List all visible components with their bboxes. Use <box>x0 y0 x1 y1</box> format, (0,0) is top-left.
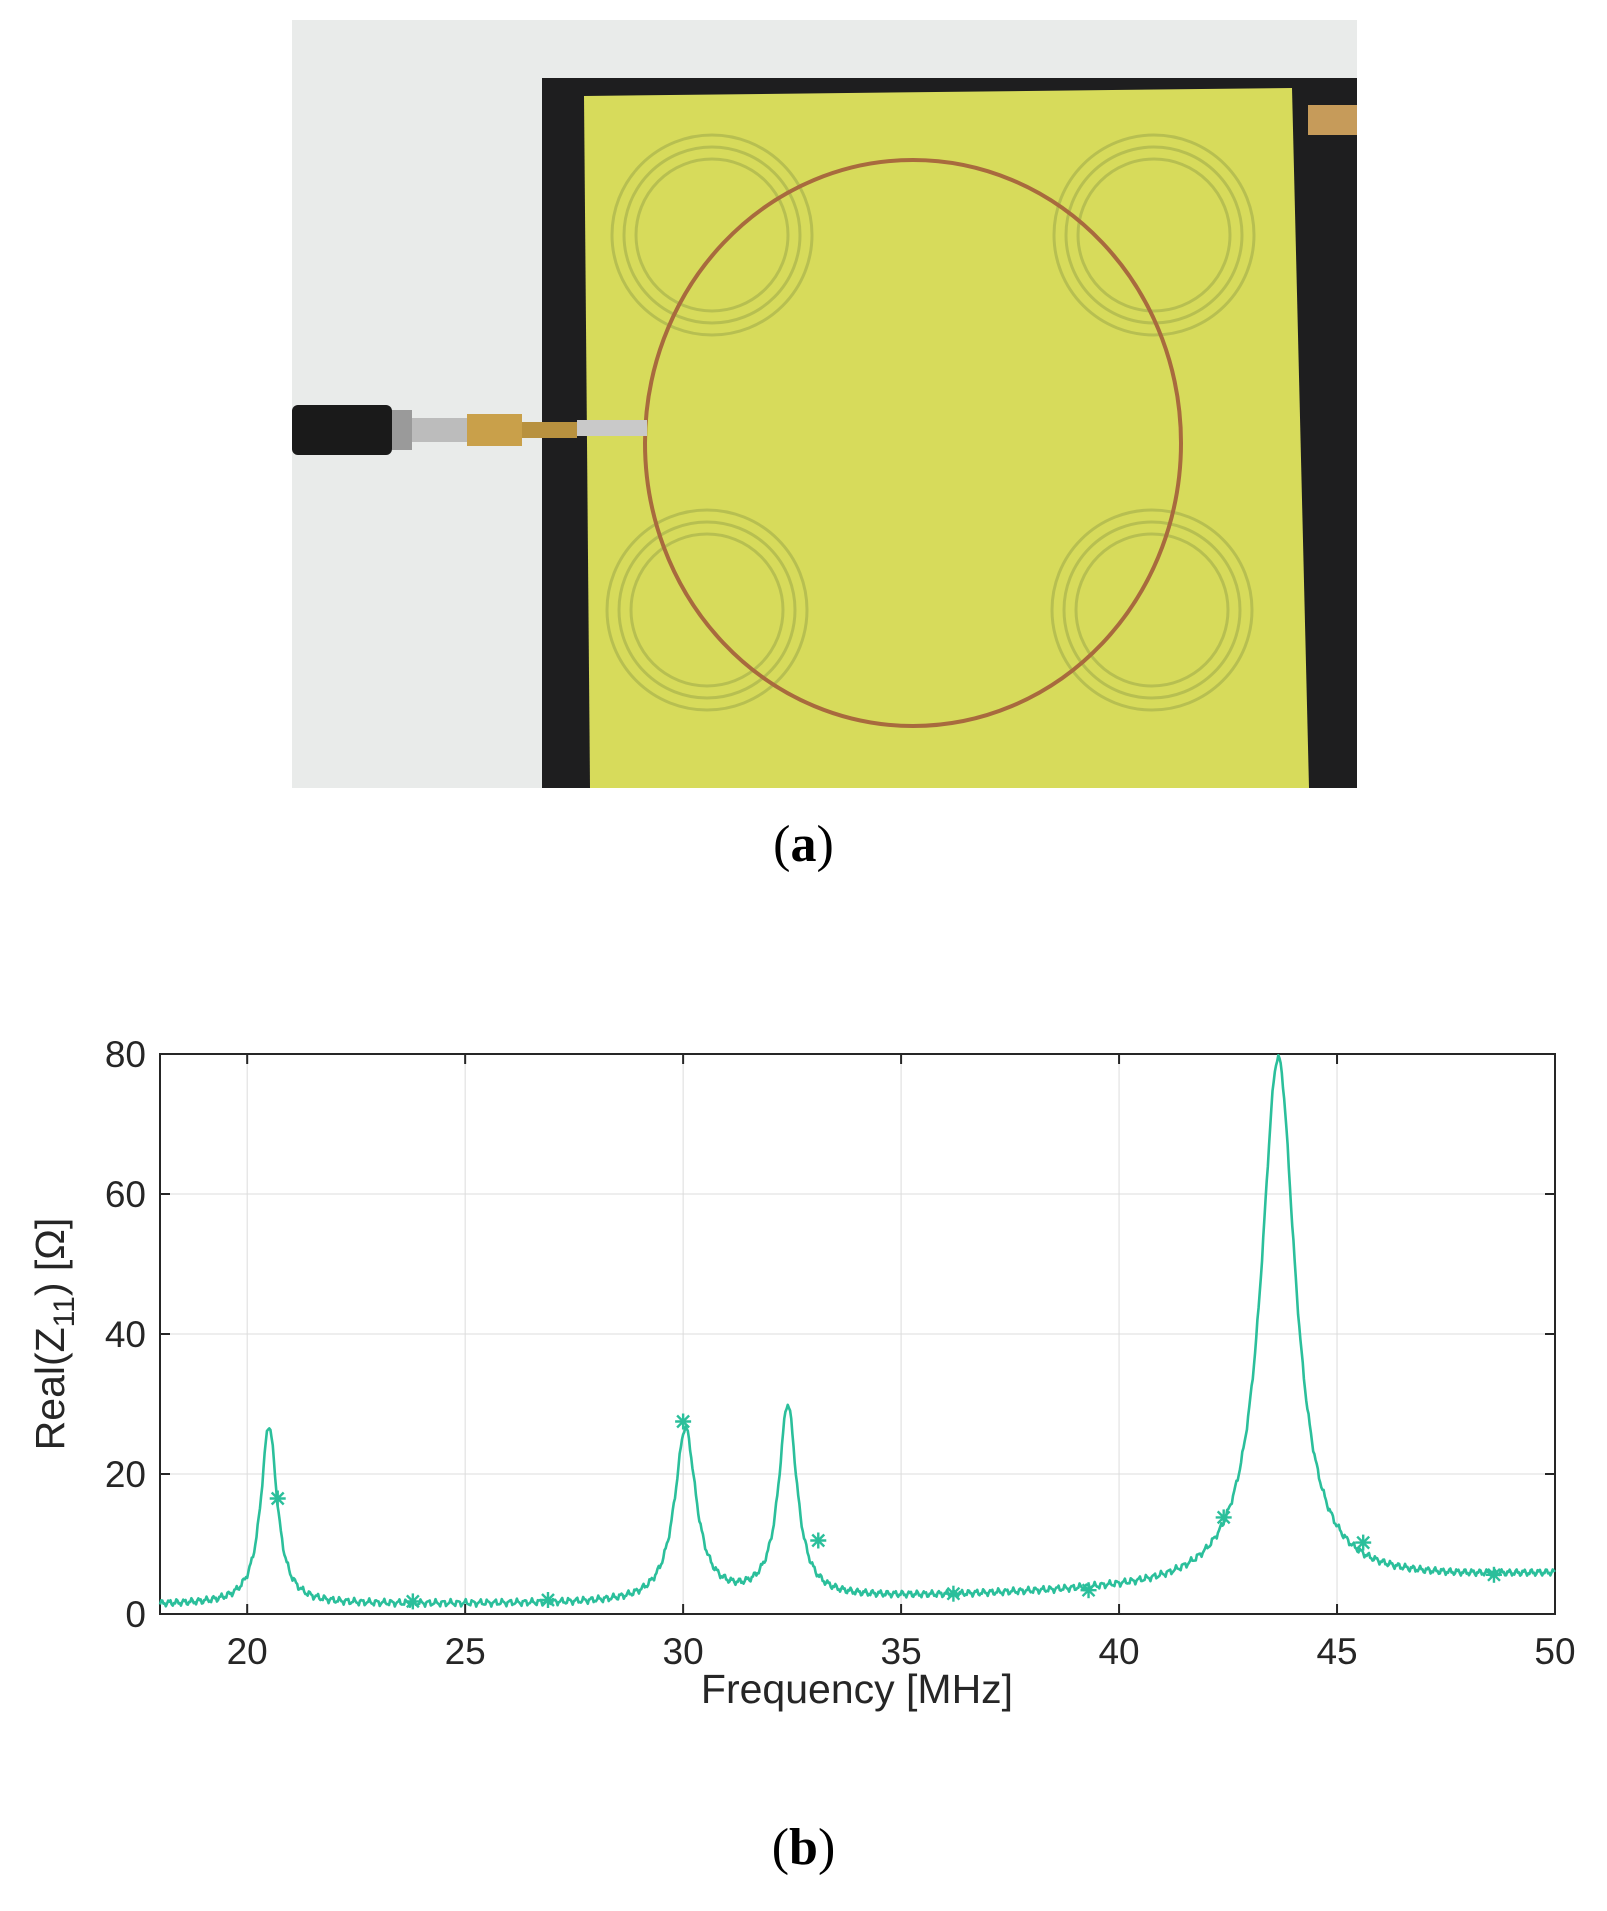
caption-a: (a) <box>773 816 834 873</box>
y-axis-label: Real(Z11) [Ω] <box>27 1218 81 1451</box>
x-tick-label-25: 25 <box>445 1631 486 1672</box>
y-axis-label-main: Real(Z <box>27 1327 73 1450</box>
y-axis-label-subscript: 11 <box>48 1296 81 1327</box>
series-marker-10 <box>1485 1566 1502 1583</box>
real-z11-series-line <box>158 1053 1556 1608</box>
cable-sleeve <box>392 410 412 450</box>
series-marker-2 <box>404 1593 421 1610</box>
y-tick-label-40: 40 <box>105 1314 146 1355</box>
series-markers <box>269 1413 1502 1610</box>
series-marker-1 <box>269 1490 286 1507</box>
series-marker-4 <box>675 1413 692 1430</box>
chart-grid <box>160 1053 1556 1615</box>
y-axis-label-tail: ) [Ω] <box>27 1218 73 1296</box>
x-tick-label-40: 40 <box>1098 1631 1139 1672</box>
x-tick-label-50: 50 <box>1534 1631 1575 1672</box>
y-tick-labels: 0 20 40 60 80 <box>105 1034 1555 1635</box>
copper-rods-corner <box>1308 105 1357 135</box>
series-marker-5 <box>810 1532 827 1549</box>
x-tick-labels: 20 25 30 35 40 45 50 <box>227 1054 1576 1672</box>
sma-connector <box>467 414 522 446</box>
caption-a-letter: a <box>790 816 817 873</box>
series-marker-3 <box>539 1592 556 1608</box>
x-tick-label-35: 35 <box>881 1631 922 1672</box>
connector-nut <box>412 418 467 442</box>
coaxial-cable <box>292 405 392 455</box>
sma-connector-tip <box>522 422 577 438</box>
series-marker-8 <box>1215 1509 1232 1526</box>
antenna-photo <box>292 20 1357 788</box>
y-tick-label-80: 80 <box>105 1034 146 1075</box>
y-tick-label-20: 20 <box>105 1454 146 1495</box>
series-marker-9 <box>1355 1534 1372 1551</box>
feed-point <box>577 420 647 436</box>
impedance-chart: 20 25 30 35 40 45 50 0 20 40 60 80 Frequency [MHz]… <box>27 1034 1576 1712</box>
x-tick-label-20: 20 <box>227 1631 268 1672</box>
copper-loop-wire <box>643 158 1183 728</box>
caption-b: (b) <box>771 1819 836 1876</box>
x-axis-label: Frequency [MHz] <box>701 1666 1013 1712</box>
x-tick-label-30: 30 <box>663 1631 704 1672</box>
series-marker-7 <box>1080 1582 1097 1599</box>
series-marker-6 <box>945 1585 962 1602</box>
y-tick-label-0: 0 <box>125 1594 146 1635</box>
y-tick-label-60: 60 <box>105 1174 146 1215</box>
caption-b-letter: b <box>789 1819 818 1876</box>
faint-coil-prints <box>605 133 1256 712</box>
x-tick-label-45: 45 <box>1316 1631 1357 1672</box>
